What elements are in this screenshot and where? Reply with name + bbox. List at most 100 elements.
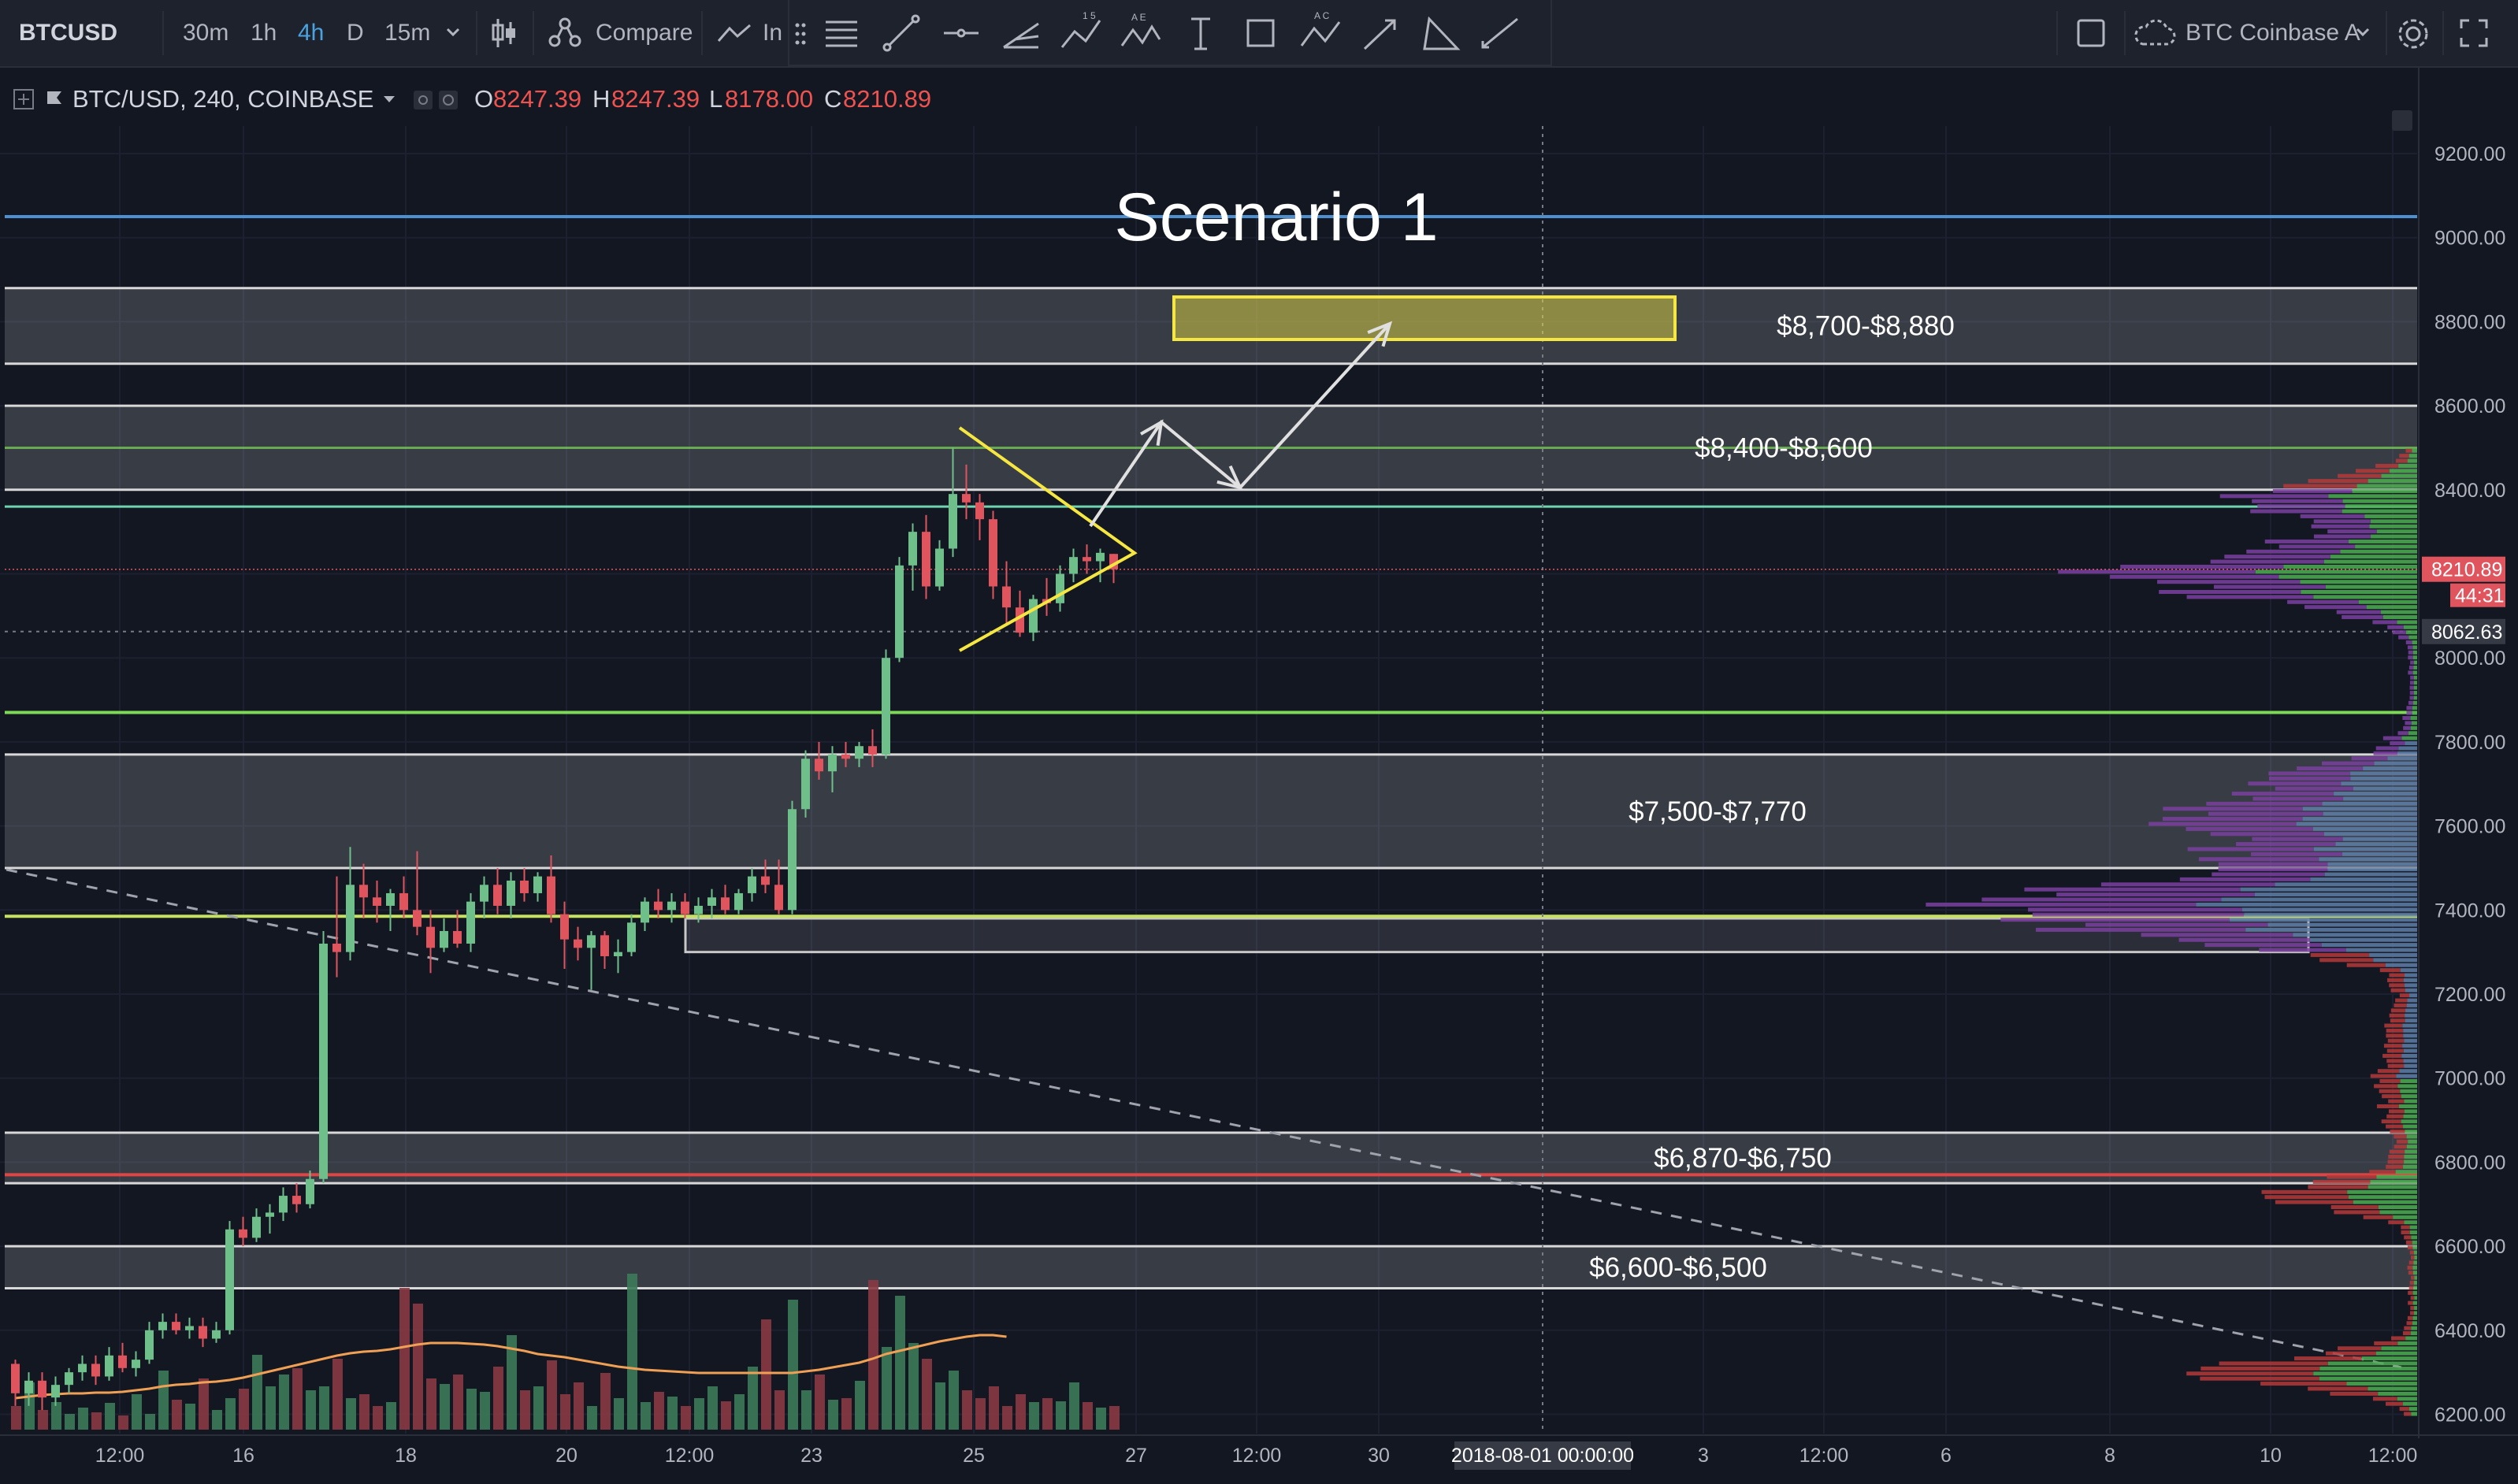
volume-profile-buy-bar (2335, 842, 2417, 847)
volume-profile-buy-bar (2403, 1124, 2417, 1129)
volume-profile-buy-bar (2369, 524, 2417, 529)
volume-profile-sell-bar (2383, 1044, 2403, 1048)
volume-profile-buy-bar (2406, 1145, 2417, 1149)
flag-icon[interactable] (44, 88, 65, 110)
rectangle-tool-icon[interactable] (1231, 0, 1291, 66)
time-tick-label: 30 (1368, 1445, 1390, 1467)
volume-profile-buy-bar (2413, 700, 2417, 705)
volume-profile-buy-bar (2397, 1397, 2417, 1401)
expand-icon[interactable] (13, 88, 35, 110)
fib-retracement-tool-icon[interactable] (1410, 0, 1470, 66)
volume-profile-sell-bar (2404, 1412, 2412, 1416)
volume-profile-sell-bar (2179, 877, 2311, 881)
volume-profile-buy-bar (2327, 867, 2417, 872)
volume-profile-buy-bar (2346, 1382, 2417, 1386)
volume-bar (547, 1360, 557, 1430)
volume-profile-buy-bar (2313, 595, 2417, 599)
volume-profile-buy-bar (2414, 1306, 2417, 1311)
volume-profile-buy-bar (2412, 640, 2417, 644)
legend-settings-icon[interactable] (438, 90, 459, 110)
volume-profile-sell-bar (2377, 1069, 2400, 1074)
volume-profile-sell-bar (2212, 872, 2325, 877)
volume-bar (212, 1410, 222, 1430)
candles-chart-type-icon[interactable] (488, 16, 520, 50)
pitchfork-tool-icon[interactable] (991, 0, 1051, 66)
volume-bar (266, 1386, 276, 1430)
volume-profile-buy-bar (2267, 922, 2417, 927)
volume-profile-sell-bar (2408, 1260, 2414, 1265)
volume-bar (279, 1375, 289, 1430)
volume-profile-sell-bar (2372, 620, 2397, 625)
candle-up (212, 1330, 221, 1339)
gann-tool-icon[interactable]: 1 5 (1051, 0, 1111, 66)
cloud-icon[interactable] (2132, 19, 2176, 47)
price-scale[interactable]: 9200.00 9000.00 8800.00 8600.00 8400.00 8200.… (2392, 68, 2518, 1438)
time-tick-label: 27 (1125, 1445, 1147, 1467)
volume-profile-sell-bar (2398, 635, 2409, 640)
interval-d[interactable]: D (347, 20, 364, 46)
time-scale[interactable]: 12:00 16 18 20 12:00 23 25 27 12:00 30 3 12:00 6 8 10 1… (0, 1434, 2518, 1470)
volume-profile-buy-bar (2412, 1321, 2417, 1326)
volume-profile-buy-bar (2412, 1290, 2417, 1295)
price-zones (5, 287, 2417, 1289)
interval-dropdown-icon[interactable] (446, 27, 460, 38)
price-tick-label: 9000.00 (2434, 228, 2505, 250)
text-tool-icon[interactable] (1171, 0, 1231, 66)
svg-text:A E: A E (1131, 12, 1146, 23)
drag-handle-icon[interactable] (794, 22, 807, 46)
abcd-pattern-tool-icon[interactable]: A C (1291, 0, 1350, 66)
volume-bar (1042, 1398, 1053, 1430)
fullscreen-icon[interactable] (2458, 17, 2490, 49)
volume-profile-buy-bar (2373, 958, 2417, 963)
candle-up (908, 532, 917, 566)
pattern-tool-icon[interactable]: A E (1111, 0, 1171, 66)
volume-profile-sell-bar (2187, 847, 2314, 851)
interval-30m[interactable]: 30m (183, 20, 229, 46)
volume-profile-buy-bar (2414, 1256, 2417, 1260)
volume-profile-buy-bar (2313, 847, 2417, 851)
compare-icon[interactable] (547, 17, 583, 49)
compare-button[interactable]: Compare (596, 20, 693, 46)
datafeed-selector[interactable]: BTC Coinbase A (2186, 20, 2360, 46)
symbol-search[interactable]: BTCUSD (19, 20, 117, 46)
volume-profile-sell-bar (2058, 569, 2256, 574)
volume-profile-sell-bar (2395, 998, 2408, 1003)
horizontal-ray-tool-icon[interactable] (931, 0, 991, 66)
volume-profile-buy-bar (2405, 741, 2417, 746)
volume-profile-buy-bar (2322, 801, 2417, 806)
volume-profile-sell-bar (2264, 1195, 2349, 1200)
interval-15m[interactable]: 15m (384, 20, 431, 46)
volume-profile-buy-bar (2408, 1407, 2417, 1412)
brush-tool-icon[interactable] (1470, 0, 1530, 66)
candle-down (399, 892, 408, 911)
interval-1h[interactable]: 1h (251, 20, 277, 46)
volume-profile-buy-bar (2402, 1044, 2417, 1048)
candle-down (520, 880, 529, 893)
datafeed-dropdown-icon[interactable] (2356, 27, 2370, 38)
symbol-title[interactable]: BTC/USD, 240, COINBASE (72, 85, 374, 113)
volume-profile-buy-bar (2323, 559, 2417, 564)
horizontal-lines-tool-icon[interactable] (811, 0, 871, 66)
candle-up (627, 922, 636, 952)
volume-profile-sell-bar (2141, 933, 2293, 937)
layout-square-icon[interactable] (2077, 19, 2105, 47)
volume-profile-sell-bar (2388, 1154, 2405, 1159)
volume-profile-sell-bar (2178, 937, 2310, 942)
arrow-tool-icon[interactable] (1350, 0, 1410, 66)
zone-label: $6,870-$6,750 (1654, 1143, 1832, 1174)
volume-profile-sell-bar (2056, 892, 2255, 897)
visibility-icon[interactable] (413, 90, 433, 110)
trend-line-tool-icon[interactable] (871, 0, 931, 66)
symbol-title-dropdown-icon[interactable] (383, 95, 396, 104)
settings-gear-icon[interactable] (2395, 16, 2431, 52)
volume-profile-sell-bar (2399, 993, 2410, 998)
volume-bar (51, 1402, 61, 1430)
interval-4h[interactable]: 4h (298, 20, 325, 46)
indicators-icon[interactable] (717, 22, 752, 44)
indicators-button[interactable]: In (763, 20, 783, 46)
volume-profile-sell-bar (2259, 948, 2346, 952)
volume-profile-buy-bar (2319, 857, 2417, 862)
volume-profile-buy-bar (2371, 534, 2417, 539)
volume-bar (11, 1406, 21, 1430)
